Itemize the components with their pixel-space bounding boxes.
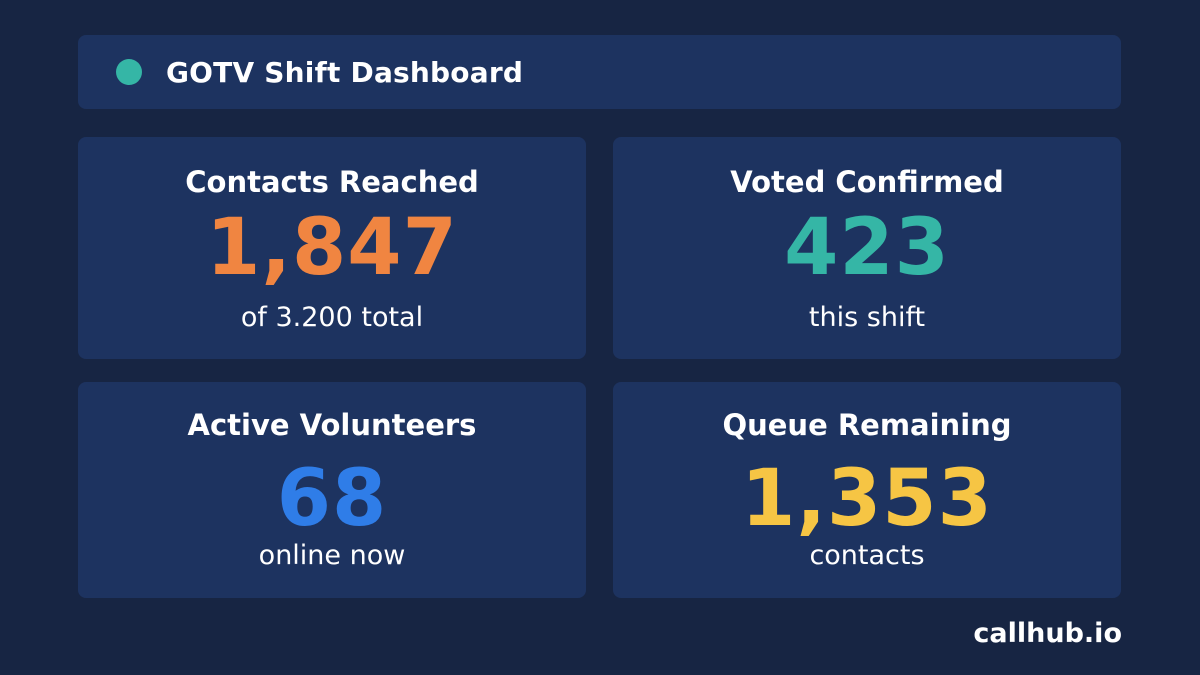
brand-label: callhub.io: [973, 618, 1122, 649]
card-value: 1,353: [741, 454, 993, 544]
card-subtitle: of 3.200 total: [240, 302, 424, 333]
card-title: Voted Confirmed: [730, 165, 1004, 199]
card-subtitle: this shift: [808, 302, 926, 333]
card-title: Queue Remaining: [722, 408, 1012, 442]
card-title: Contacts Reached: [185, 165, 479, 199]
card-subtitle: contacts: [809, 540, 925, 571]
dashboard-header: GOTV Shift Dashboard: [78, 35, 1121, 109]
metric-card-queue-remaining: Queue Remaining 1,353 contacts: [613, 382, 1121, 598]
card-title: Active Volunteers: [187, 408, 477, 442]
page-title: GOTV Shift Dashboard: [166, 55, 524, 89]
card-value: 1,847: [206, 203, 458, 293]
card-value: 423: [784, 203, 950, 293]
card-subtitle: online now: [258, 540, 406, 571]
metric-card-voted-confirmed: Voted Confirmed 423 this shift: [613, 137, 1121, 359]
metric-card-contacts-reached: Contacts Reached 1,847 of 3.200 total: [78, 137, 586, 359]
status-dot-icon: [116, 59, 142, 85]
metric-card-active-volunteers: Active Volunteers 68 online now: [78, 382, 586, 598]
card-value: 68: [276, 454, 388, 544]
